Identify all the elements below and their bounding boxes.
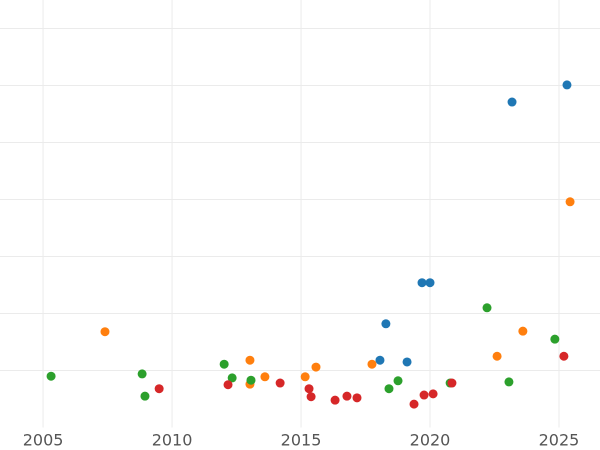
point: [245, 355, 255, 365]
point: [100, 327, 110, 337]
point: [140, 391, 150, 401]
point: [300, 372, 310, 382]
point: [384, 384, 394, 394]
point: [562, 80, 572, 90]
point: [428, 389, 438, 399]
point: [419, 390, 429, 400]
point: [550, 334, 560, 344]
point: [219, 359, 229, 369]
point: [227, 373, 237, 383]
point: [352, 393, 362, 403]
x-tick-label: 2010: [152, 431, 193, 450]
point: [246, 375, 256, 385]
point: [154, 384, 164, 394]
point: [409, 399, 419, 409]
x-tick-label: 2005: [23, 431, 64, 450]
point: [342, 391, 352, 401]
point: [492, 351, 502, 361]
point: [375, 355, 385, 365]
point: [565, 197, 575, 207]
point: [367, 359, 377, 369]
point: [402, 357, 412, 367]
point: [311, 362, 321, 372]
point: [304, 384, 314, 394]
point: [260, 372, 270, 382]
point: [518, 326, 528, 336]
x-tick-label: 2020: [410, 431, 451, 450]
point: [559, 351, 569, 361]
point: [417, 278, 427, 288]
point: [447, 378, 457, 388]
point: [482, 303, 492, 313]
point: [504, 377, 514, 387]
point: [425, 278, 435, 288]
point: [330, 395, 340, 405]
point: [306, 392, 316, 402]
point: [381, 319, 391, 329]
point: [275, 378, 285, 388]
point: [46, 371, 56, 381]
x-tick-label: 2015: [281, 431, 322, 450]
x-tick-label: 2025: [539, 431, 580, 450]
point: [137, 369, 147, 379]
point: [393, 376, 403, 386]
point: [507, 97, 517, 107]
point: [223, 380, 233, 390]
